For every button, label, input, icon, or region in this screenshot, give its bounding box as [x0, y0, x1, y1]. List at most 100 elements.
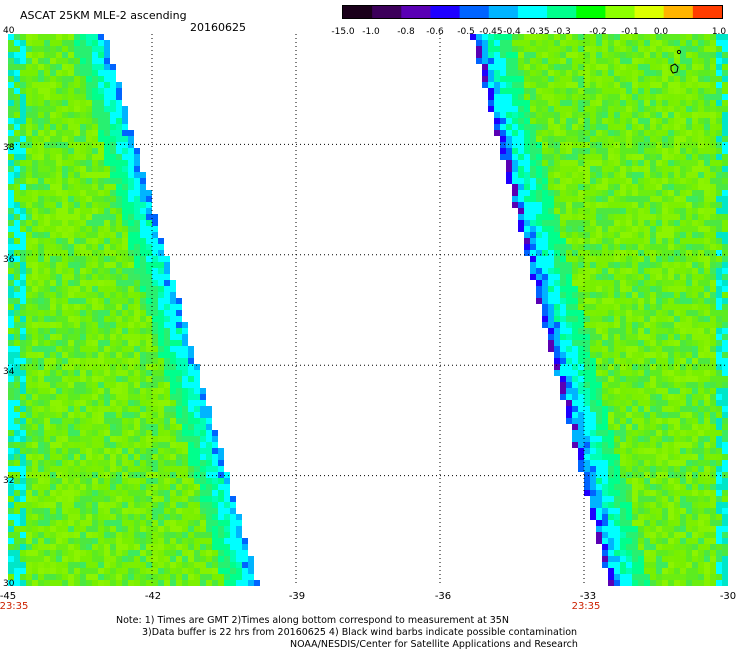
swath-cell [62, 64, 68, 70]
swath-cell [86, 82, 92, 88]
swath-cell [686, 472, 692, 478]
swath-cell [524, 64, 530, 70]
swath-cell [14, 172, 20, 178]
swath-cell [14, 262, 20, 268]
swath-cell [692, 214, 698, 220]
swath-cell [626, 118, 632, 124]
swath-cell [692, 106, 698, 112]
swath-cell [14, 196, 20, 202]
swath-cell [44, 460, 50, 466]
swath-cell [86, 358, 92, 364]
swath-cell [92, 118, 98, 124]
swath-cell [224, 472, 230, 478]
swath-cell [122, 226, 128, 232]
swath-cell [686, 160, 692, 166]
swath-cell [692, 136, 698, 142]
swath-cell [92, 328, 98, 334]
swath-cell [668, 358, 674, 364]
swath-cell [218, 526, 224, 532]
swath-cell [566, 292, 572, 298]
swath-cell [608, 382, 614, 388]
swath-cell [44, 376, 50, 382]
swath-cell [92, 340, 98, 346]
swath-cell [62, 406, 68, 412]
swath-cell [650, 352, 656, 358]
swath-cell [680, 358, 686, 364]
swath-cell [56, 334, 62, 340]
swath-cell [656, 322, 662, 328]
swath-cell [668, 160, 674, 166]
swath-cell [122, 478, 128, 484]
swath-cell [638, 466, 644, 472]
swath-cell [698, 412, 704, 418]
swath-cell [62, 178, 68, 184]
swath-cell [122, 322, 128, 328]
swath-cell [554, 76, 560, 82]
swath-cell [524, 184, 530, 190]
swath-cell [566, 340, 572, 346]
swath-cell [200, 496, 206, 502]
swath-cell [704, 304, 710, 310]
swath-cell [146, 514, 152, 520]
swath-cell [548, 40, 554, 46]
swath-cell [98, 136, 104, 142]
swath-cell [50, 508, 56, 514]
swath-cell [650, 148, 656, 154]
swath-cell [104, 250, 110, 256]
swath-cell [44, 514, 50, 520]
swath-cell [50, 400, 56, 406]
swath-cell [656, 112, 662, 118]
swath-cell [146, 430, 152, 436]
swath-cell [62, 334, 68, 340]
swath-cell [602, 136, 608, 142]
swath-cell [74, 472, 80, 478]
swath-cell [674, 112, 680, 118]
swath-cell [170, 286, 176, 292]
swath-cell [632, 370, 638, 376]
swath-cell [614, 340, 620, 346]
swath-cell [650, 178, 656, 184]
swath-cell [584, 328, 590, 334]
swath-cell [68, 106, 74, 112]
swath-cell [638, 160, 644, 166]
swath-cell [26, 394, 32, 400]
swath-cell [560, 268, 566, 274]
swath-cell [608, 334, 614, 340]
swath-cell [572, 190, 578, 196]
swath-cell [650, 298, 656, 304]
swath-cell [656, 286, 662, 292]
swath-cell [116, 412, 122, 418]
swath-cell [536, 64, 542, 70]
swath-cell [56, 202, 62, 208]
swath-cell [626, 508, 632, 514]
swath-cell [32, 520, 38, 526]
swath-cell [74, 328, 80, 334]
swath-cell [698, 526, 704, 532]
swath-cell [50, 352, 56, 358]
swath-cell [8, 172, 14, 178]
swath-cell [110, 304, 116, 310]
swath-cell [68, 40, 74, 46]
swath-cell [20, 340, 26, 346]
swath-cell [716, 172, 722, 178]
swath-cell [632, 334, 638, 340]
swath-cell [20, 292, 26, 298]
swath-cell [662, 34, 668, 40]
swath-cell [602, 124, 608, 130]
swath-cell [584, 190, 590, 196]
swath-cell [98, 346, 104, 352]
swath-cell [572, 400, 578, 406]
swath-cell [626, 142, 632, 148]
swath-cell [20, 238, 26, 244]
swath-cell [680, 64, 686, 70]
swath-cell [536, 130, 542, 136]
swath-cell [656, 136, 662, 142]
swath-cell [704, 220, 710, 226]
swath-cell [80, 106, 86, 112]
swath-cell [698, 394, 704, 400]
swath-cell [116, 526, 122, 532]
swath-cell [722, 136, 728, 142]
swath-cell [86, 514, 92, 520]
swath-cell [632, 436, 638, 442]
swath-cell [188, 460, 194, 466]
